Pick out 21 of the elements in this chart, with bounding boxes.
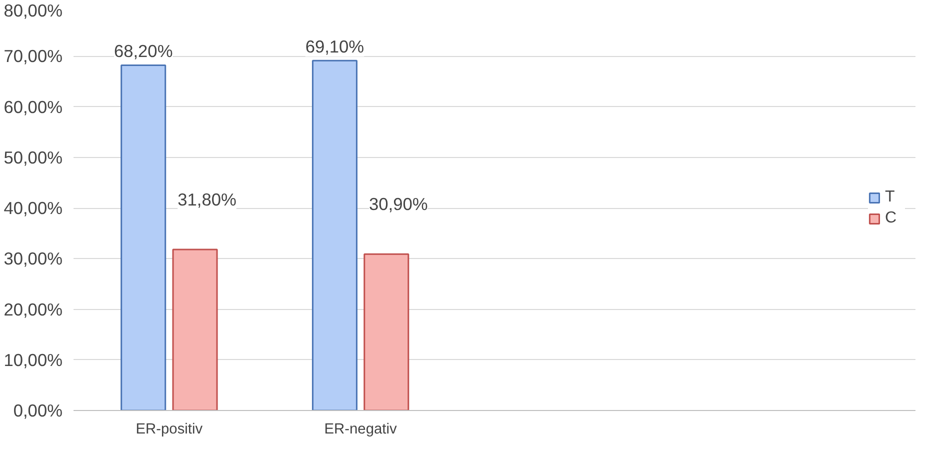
data-label: 68,20% — [114, 41, 173, 62]
bar — [120, 64, 166, 410]
x-tick-label: ER-negativ — [324, 422, 398, 438]
x-tick-label: ER-positiv — [136, 422, 204, 438]
y-tick-label: 80,00% — [4, 0, 63, 20]
legend-label: T — [885, 188, 896, 206]
y-tick-label: 70,00% — [4, 46, 63, 66]
y-tick-label: 40,00% — [4, 198, 63, 218]
bar — [172, 248, 218, 410]
y-tick-label: 20,00% — [4, 299, 63, 320]
bar — [364, 253, 410, 410]
data-label: 31,80% — [178, 190, 236, 210]
legend-label: C — [885, 209, 898, 227]
y-tick-label: 0,00% — [13, 400, 63, 420]
y-tick-label: 50,00% — [4, 147, 63, 168]
y-tick-label: 60,00% — [4, 96, 63, 117]
bar — [312, 60, 358, 410]
y-tick-label: 30,00% — [4, 248, 63, 269]
data-label: 30,90% — [368, 194, 428, 214]
y-tick-label: 10,00% — [4, 350, 63, 370]
data-label: 69,10% — [305, 36, 364, 57]
